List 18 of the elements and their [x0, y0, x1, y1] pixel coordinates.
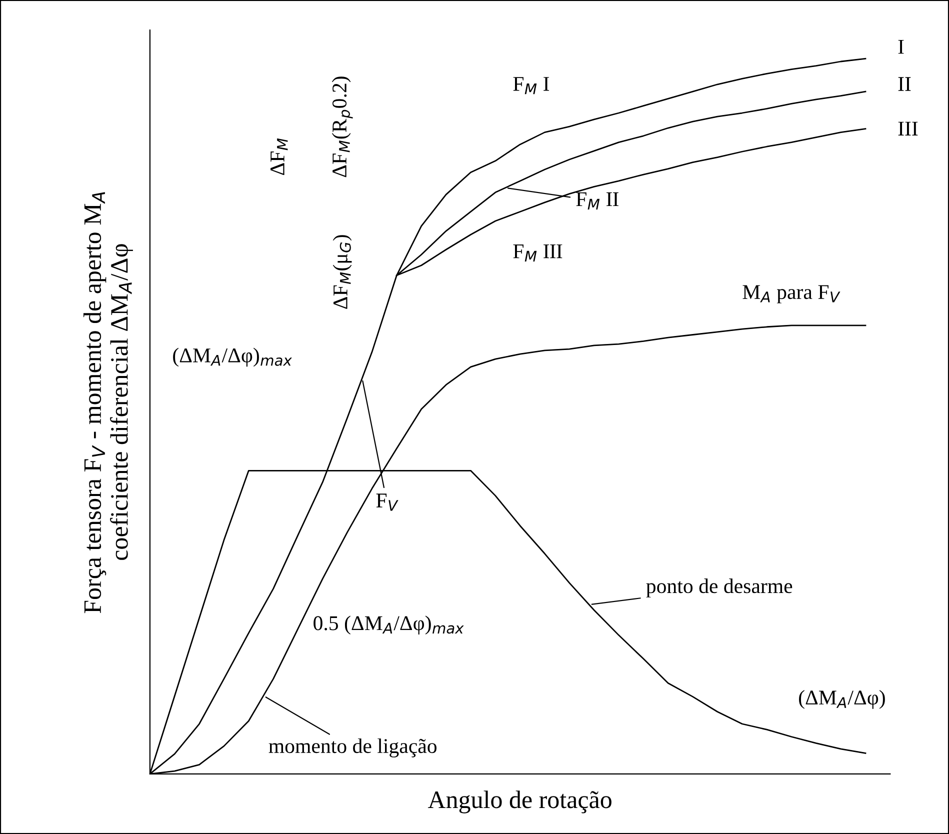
series-label: I: [898, 40, 904, 54]
series-label: (ΔM$_{A}$/Δφ): [799, 690, 885, 709]
annotation: ponto de desarme: [646, 578, 792, 598]
text: Força tensora F$_{V}$ - momento de aperto M$_{A}$ coeficiente diferencial ΔM$_{A}$/Δφ: [83, 192, 133, 614]
annotation: ΔF$_{M}$(R$_{p}$0.2): [332, 76, 353, 178]
x-axis-title: Angulo de rotação: [428, 790, 612, 814]
annotation: F$_{M}$ III: [513, 244, 562, 262]
series-label: M$_{A}$ para F$_{V}$: [742, 285, 840, 304]
series-label: III: [898, 122, 918, 136]
annotation: momento de ligação: [268, 738, 437, 758]
annotation: 0.5 (ΔM$_{A}$/Δφ)$_{max}$: [314, 616, 464, 634]
annotation: F$_{M}$ I: [513, 77, 549, 94]
annotation: F$_{V}$: [376, 494, 398, 511]
annotation: ΔF$_{M}$(μ$_{G}$): [332, 235, 352, 309]
annotation: (ΔM$_{A}$/Δφ)$_{max}$: [173, 348, 292, 367]
annotation: ΔF$_{M}$: [270, 138, 288, 175]
series-label: II: [898, 77, 911, 91]
annotation: F$_{M}$ II: [576, 192, 618, 210]
